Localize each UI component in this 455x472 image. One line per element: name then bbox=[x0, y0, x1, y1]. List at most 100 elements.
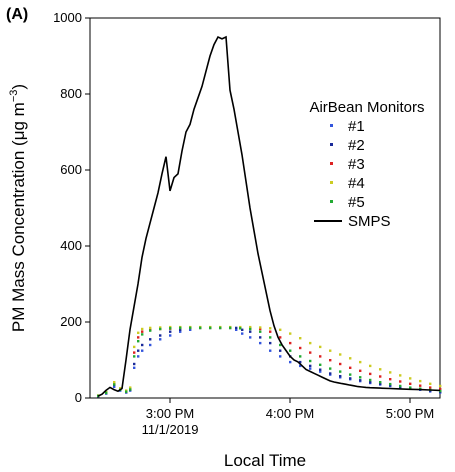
data-point bbox=[429, 386, 432, 389]
data-point bbox=[137, 331, 140, 334]
legend-swatch bbox=[330, 143, 333, 146]
data-point bbox=[259, 330, 262, 333]
data-point bbox=[239, 325, 242, 329]
data-point bbox=[169, 330, 172, 333]
data-point bbox=[159, 334, 162, 337]
data-point bbox=[149, 329, 152, 332]
data-point bbox=[219, 326, 222, 330]
data-point bbox=[119, 387, 122, 390]
data-point bbox=[113, 381, 116, 384]
data-point bbox=[439, 389, 442, 393]
data-point bbox=[279, 328, 282, 331]
data-point bbox=[309, 364, 312, 368]
data-point bbox=[349, 357, 352, 360]
data-point bbox=[169, 327, 172, 330]
smps-line bbox=[97, 35, 441, 397]
data-point bbox=[129, 386, 132, 389]
legend-title: AirBean Monitors bbox=[309, 99, 424, 116]
data-point bbox=[319, 355, 322, 358]
data-point bbox=[113, 385, 116, 388]
data-point bbox=[137, 340, 140, 343]
data-point bbox=[149, 343, 152, 347]
data-point bbox=[389, 382, 392, 386]
data-point bbox=[389, 371, 392, 374]
data-point bbox=[133, 351, 136, 354]
y-tick-label: 600 bbox=[60, 162, 82, 177]
data-point bbox=[379, 375, 382, 378]
data-point bbox=[299, 355, 302, 358]
data-point bbox=[133, 366, 136, 369]
data-point bbox=[309, 351, 312, 354]
data-point bbox=[439, 387, 442, 391]
data-point bbox=[141, 333, 144, 336]
data-point bbox=[419, 379, 422, 383]
series-smps bbox=[97, 35, 441, 397]
data-point bbox=[235, 326, 238, 330]
data-point bbox=[269, 327, 272, 330]
x-tick-label: 5:00 PM bbox=[386, 406, 434, 421]
data-point bbox=[339, 362, 342, 366]
legend-swatch bbox=[330, 200, 333, 203]
data-point bbox=[319, 368, 322, 371]
panel-label: (A) bbox=[6, 6, 29, 23]
data-point bbox=[141, 349, 144, 352]
data-point bbox=[329, 349, 332, 352]
legend-label: #4 bbox=[348, 175, 365, 192]
data-point bbox=[179, 328, 182, 331]
data-point bbox=[319, 345, 322, 349]
data-point bbox=[235, 328, 238, 331]
data-point bbox=[137, 336, 140, 339]
data-point bbox=[141, 343, 144, 347]
data-point bbox=[249, 330, 252, 333]
y-tick-label: 0 bbox=[75, 390, 82, 405]
data-point bbox=[239, 327, 242, 330]
data-point bbox=[399, 374, 402, 377]
data-point bbox=[339, 353, 342, 356]
data-point bbox=[133, 355, 136, 358]
data-point bbox=[105, 391, 108, 395]
data-point bbox=[409, 382, 412, 385]
data-point bbox=[299, 337, 302, 340]
series-monitor-5 bbox=[97, 326, 442, 398]
data-point bbox=[429, 382, 432, 385]
data-point bbox=[289, 341, 292, 345]
data-point bbox=[349, 373, 352, 376]
data-point bbox=[279, 355, 282, 358]
data-point bbox=[259, 326, 262, 329]
x-tick-label: 3:00 PM bbox=[146, 406, 194, 421]
legend-swatch bbox=[330, 124, 333, 127]
legend-swatch bbox=[330, 181, 333, 184]
data-point bbox=[399, 384, 402, 388]
data-point bbox=[229, 326, 232, 330]
legend-label: #2 bbox=[348, 137, 365, 154]
data-point bbox=[359, 360, 362, 364]
data-point bbox=[359, 379, 362, 382]
data-point bbox=[439, 384, 442, 388]
data-point bbox=[269, 336, 272, 339]
data-point bbox=[249, 327, 252, 331]
data-point bbox=[279, 336, 282, 339]
data-point bbox=[299, 346, 302, 350]
data-point bbox=[189, 326, 192, 330]
legend-label: SMPS bbox=[348, 213, 391, 230]
y-tick-label: 800 bbox=[60, 86, 82, 101]
data-point bbox=[419, 387, 422, 390]
data-point bbox=[279, 349, 282, 352]
y-axis-title: PM Mass Concentration (μg m−3) bbox=[8, 84, 28, 332]
y-tick-label: 1000 bbox=[53, 10, 82, 25]
plot-area bbox=[89, 17, 441, 399]
data-point bbox=[289, 360, 292, 364]
data-point bbox=[369, 381, 372, 384]
data-point bbox=[169, 334, 172, 337]
data-point bbox=[399, 380, 402, 383]
data-point bbox=[269, 341, 272, 345]
data-point bbox=[349, 366, 352, 369]
data-point bbox=[179, 330, 182, 333]
data-point bbox=[369, 378, 372, 382]
data-point bbox=[389, 378, 392, 381]
data-point bbox=[249, 325, 252, 329]
data-point bbox=[141, 330, 144, 333]
data-point bbox=[279, 343, 282, 347]
data-point bbox=[159, 327, 162, 331]
